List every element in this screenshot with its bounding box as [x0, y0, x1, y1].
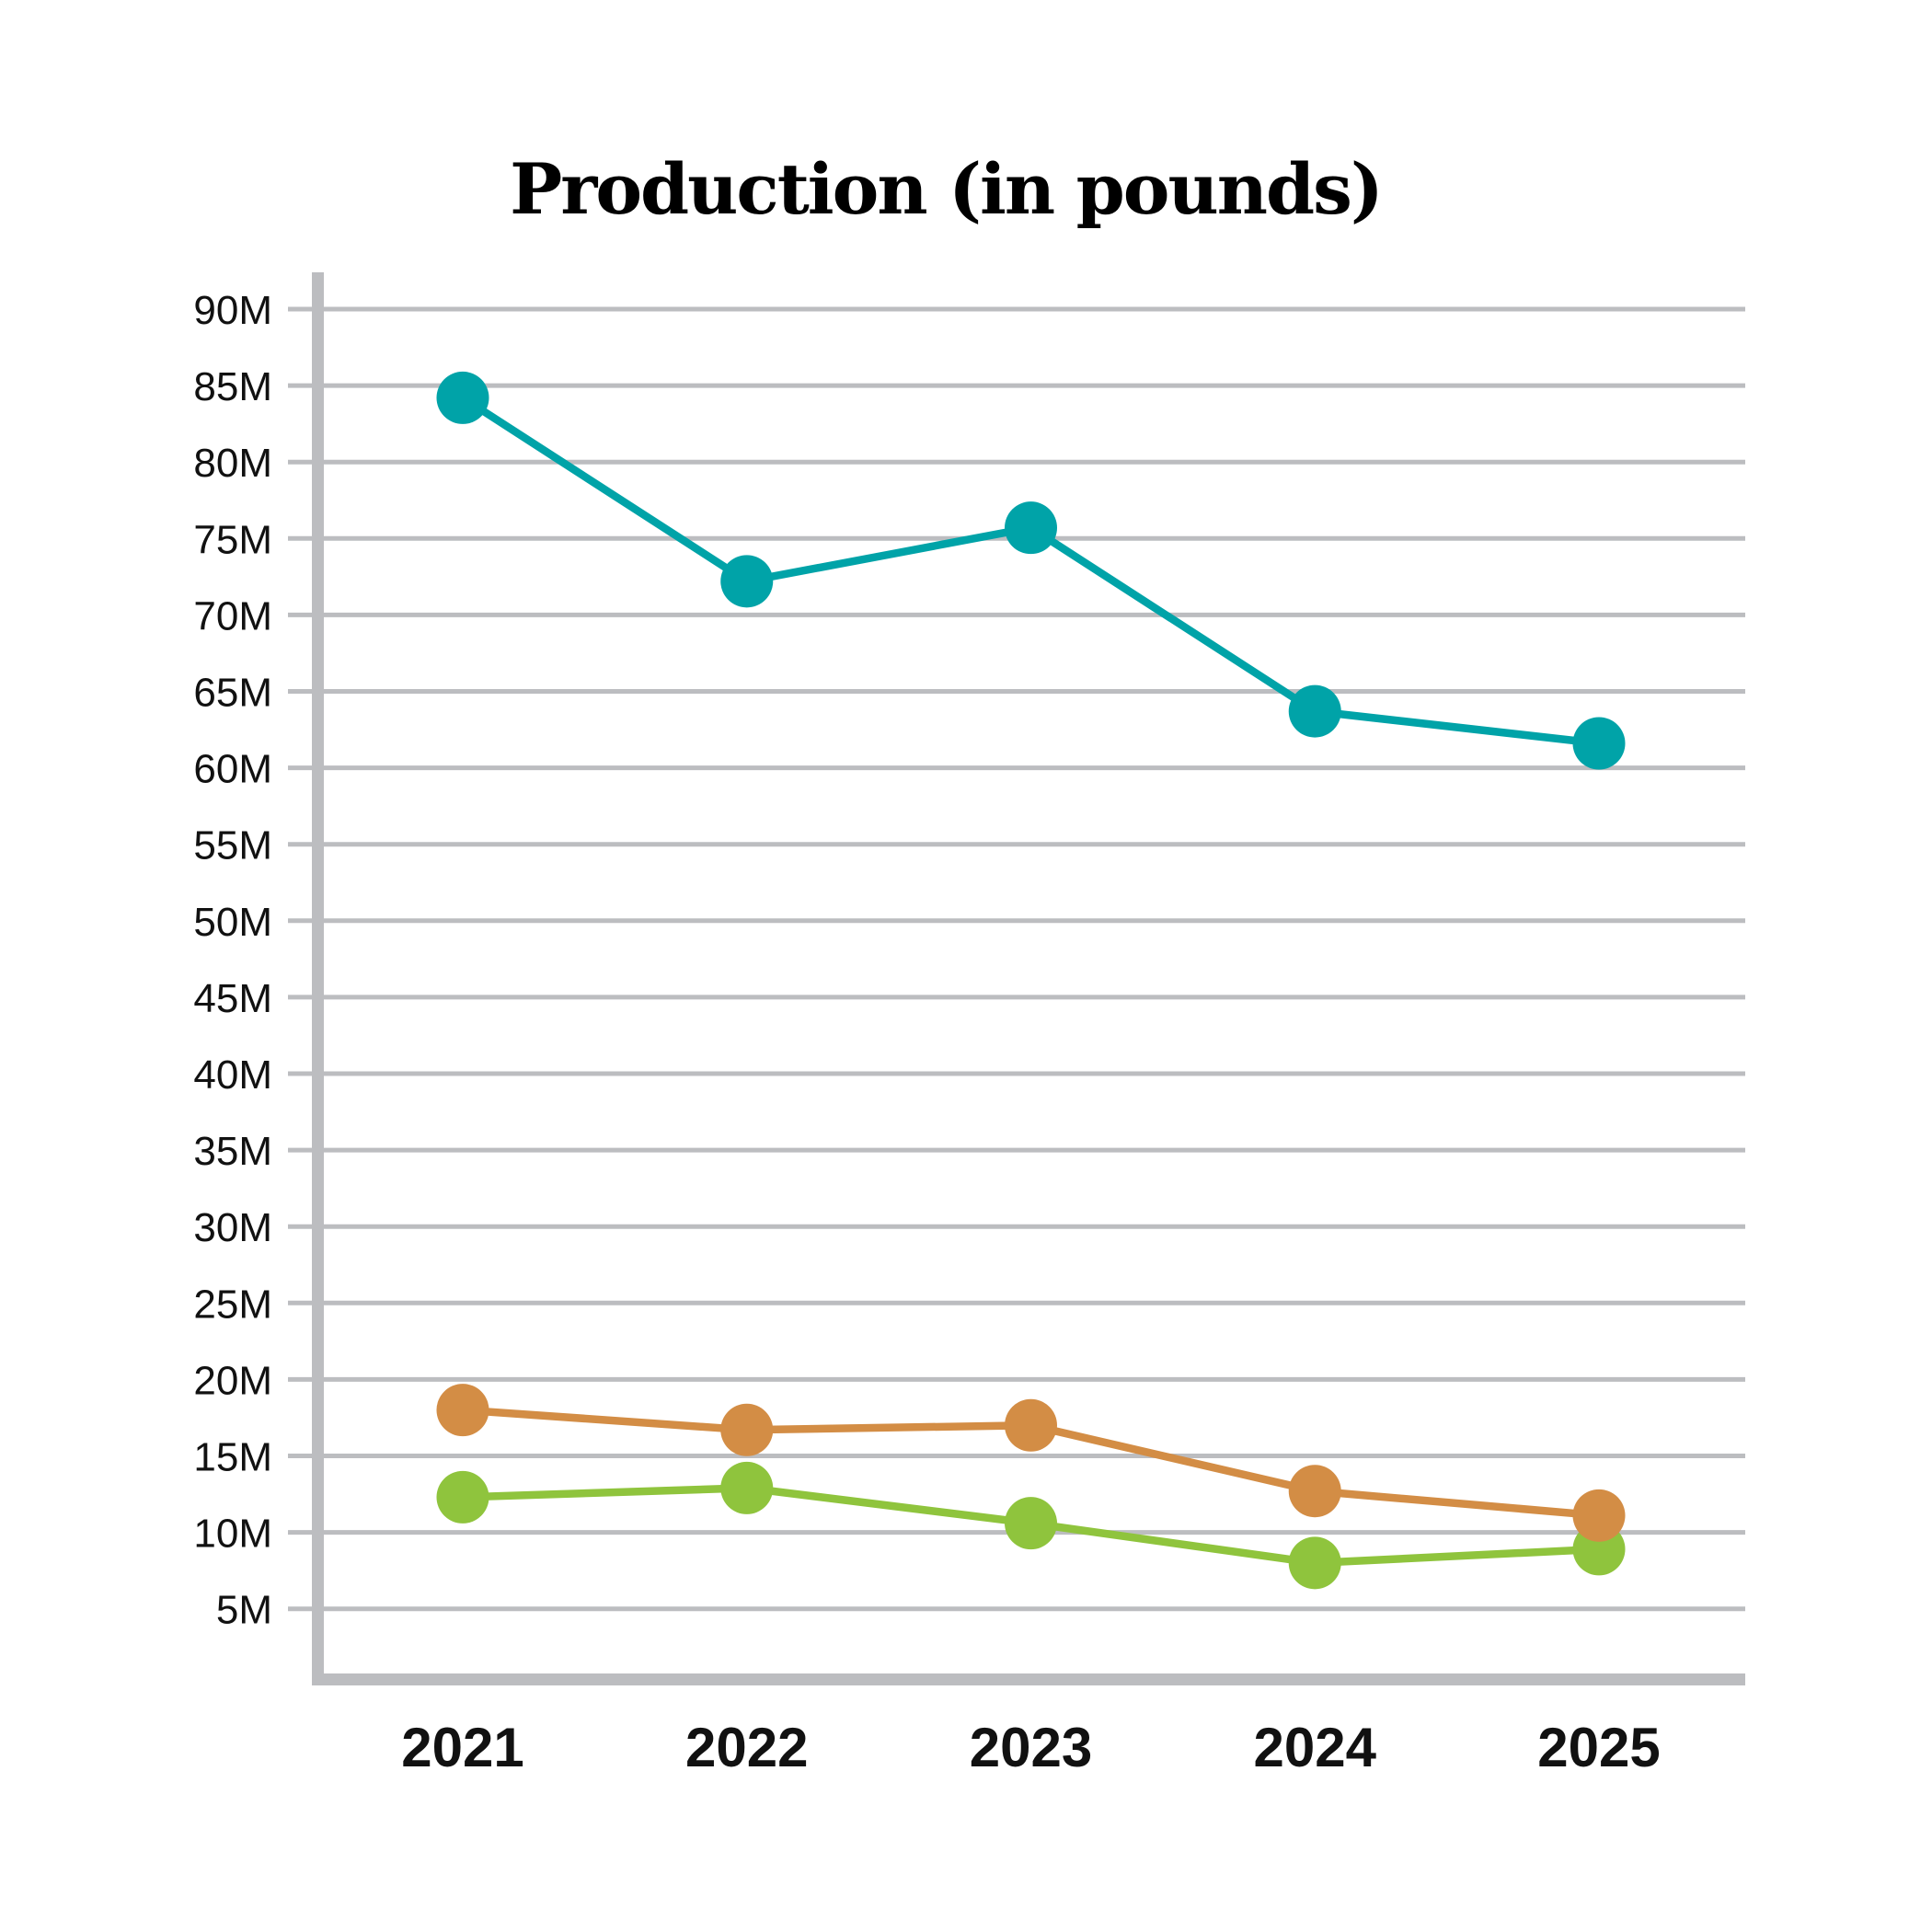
- data-series: [436, 371, 1626, 1590]
- y-tick-label: 70M: [193, 593, 272, 638]
- y-tick-label: 30M: [193, 1205, 272, 1250]
- data-point-marker: [720, 555, 774, 608]
- x-tick-label: 2025: [1537, 1717, 1660, 1778]
- data-point-marker: [720, 1403, 774, 1456]
- data-point-marker: [720, 1461, 774, 1514]
- y-tick-label: 45M: [193, 976, 272, 1021]
- y-tick-label: 80M: [193, 441, 272, 486]
- y-tick-label: 10M: [193, 1512, 272, 1557]
- data-point-marker: [1005, 1497, 1057, 1550]
- x-tick-label: 2022: [685, 1717, 808, 1778]
- y-axis-tick-labels: 5M 10M 15M 20M 25M 30M 35M 40M 45M 50M 55M 60M 65M 70…: [193, 288, 272, 1633]
- y-tick-label: 50M: [193, 900, 272, 945]
- data-point-marker: [436, 371, 489, 424]
- y-tick-label: 40M: [193, 1052, 272, 1098]
- x-axis-tick-labels: 2021 2022 2023 2024 2025: [401, 1717, 1660, 1778]
- y-tick-label: 35M: [193, 1129, 272, 1174]
- series-3: [436, 1461, 1626, 1590]
- data-point-marker: [1572, 1489, 1626, 1542]
- y-tick-label: 85M: [193, 364, 272, 409]
- chart-title: Production (in pounds): [510, 148, 1384, 230]
- y-tick-label: 5M: [216, 1588, 272, 1633]
- series-1: [436, 371, 1626, 770]
- data-point-marker: [1288, 684, 1341, 738]
- data-point-marker: [1288, 1536, 1341, 1590]
- data-point-marker: [1005, 1398, 1057, 1452]
- data-point-marker: [436, 1384, 489, 1437]
- x-tick-label: 2024: [1254, 1717, 1377, 1778]
- data-point-marker: [436, 1470, 489, 1524]
- data-point-marker: [1005, 501, 1057, 555]
- series-2: [436, 1384, 1626, 1542]
- y-tick-label: 65M: [193, 671, 272, 716]
- y-tick-label: 60M: [193, 747, 272, 792]
- data-point-marker: [1572, 717, 1626, 770]
- y-tick-label: 90M: [193, 288, 272, 333]
- y-tick-label: 55M: [193, 823, 272, 868]
- y-tick-label: 75M: [193, 517, 272, 562]
- x-tick-label: 2023: [970, 1717, 1092, 1778]
- x-tick-label: 2021: [401, 1717, 523, 1778]
- data-point-marker: [1288, 1465, 1341, 1518]
- y-tick-label: 20M: [193, 1358, 272, 1403]
- y-tick-label: 25M: [193, 1282, 272, 1327]
- axes: [312, 272, 1745, 1685]
- y-tick-label: 15M: [193, 1435, 272, 1480]
